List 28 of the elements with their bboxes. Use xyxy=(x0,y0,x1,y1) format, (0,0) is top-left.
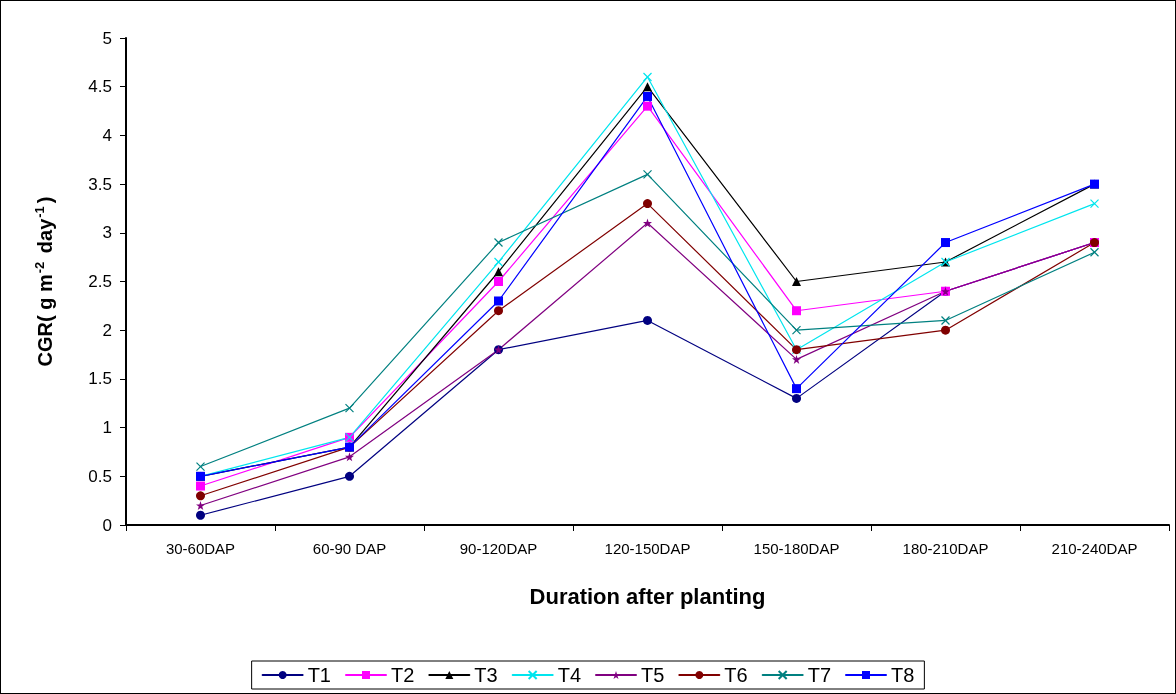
y-tick-label: 4.5 xyxy=(88,77,112,97)
legend-label: T6 xyxy=(724,664,748,686)
y-tick-label: 5 xyxy=(102,28,112,48)
legend-label: T7 xyxy=(807,664,832,686)
y-tick-label: 1 xyxy=(102,418,112,438)
x-tick-label: 30-60DAP xyxy=(165,540,236,557)
legend-label: T4 xyxy=(557,664,581,686)
legend-label: T8 xyxy=(891,664,915,686)
x-tick-label: 180-210DAP xyxy=(902,540,989,557)
legend-label: T5 xyxy=(641,664,665,686)
y-tick-label: 4 xyxy=(102,125,112,145)
legend-label: T3 xyxy=(474,664,498,686)
y-tick-label: 2 xyxy=(102,320,112,340)
x-axis-title: Duration after planting xyxy=(529,583,766,609)
x-tick-label: 210-240DAP xyxy=(1051,540,1138,557)
y-tick-label: 2.5 xyxy=(88,272,112,291)
y-tick-label: 3 xyxy=(102,223,112,243)
x-tick-label: 120-150DAP xyxy=(604,540,691,557)
y-tick-label: 0 xyxy=(102,515,112,535)
y-tick-label: 3.5 xyxy=(88,174,112,194)
y-tick-label: 0.5 xyxy=(88,466,112,486)
x-tick-label: 90-120DAP xyxy=(459,540,538,557)
y-tick-label: 1.5 xyxy=(88,369,112,389)
legend-label: T1 xyxy=(307,664,331,686)
y-axis-title: CGR( g m-2 day-1) xyxy=(32,196,56,367)
x-tick-label: 60-90 DAP xyxy=(312,540,387,557)
legend-label: T2 xyxy=(390,664,415,686)
x-tick-label: 150-180DAP xyxy=(753,540,840,557)
